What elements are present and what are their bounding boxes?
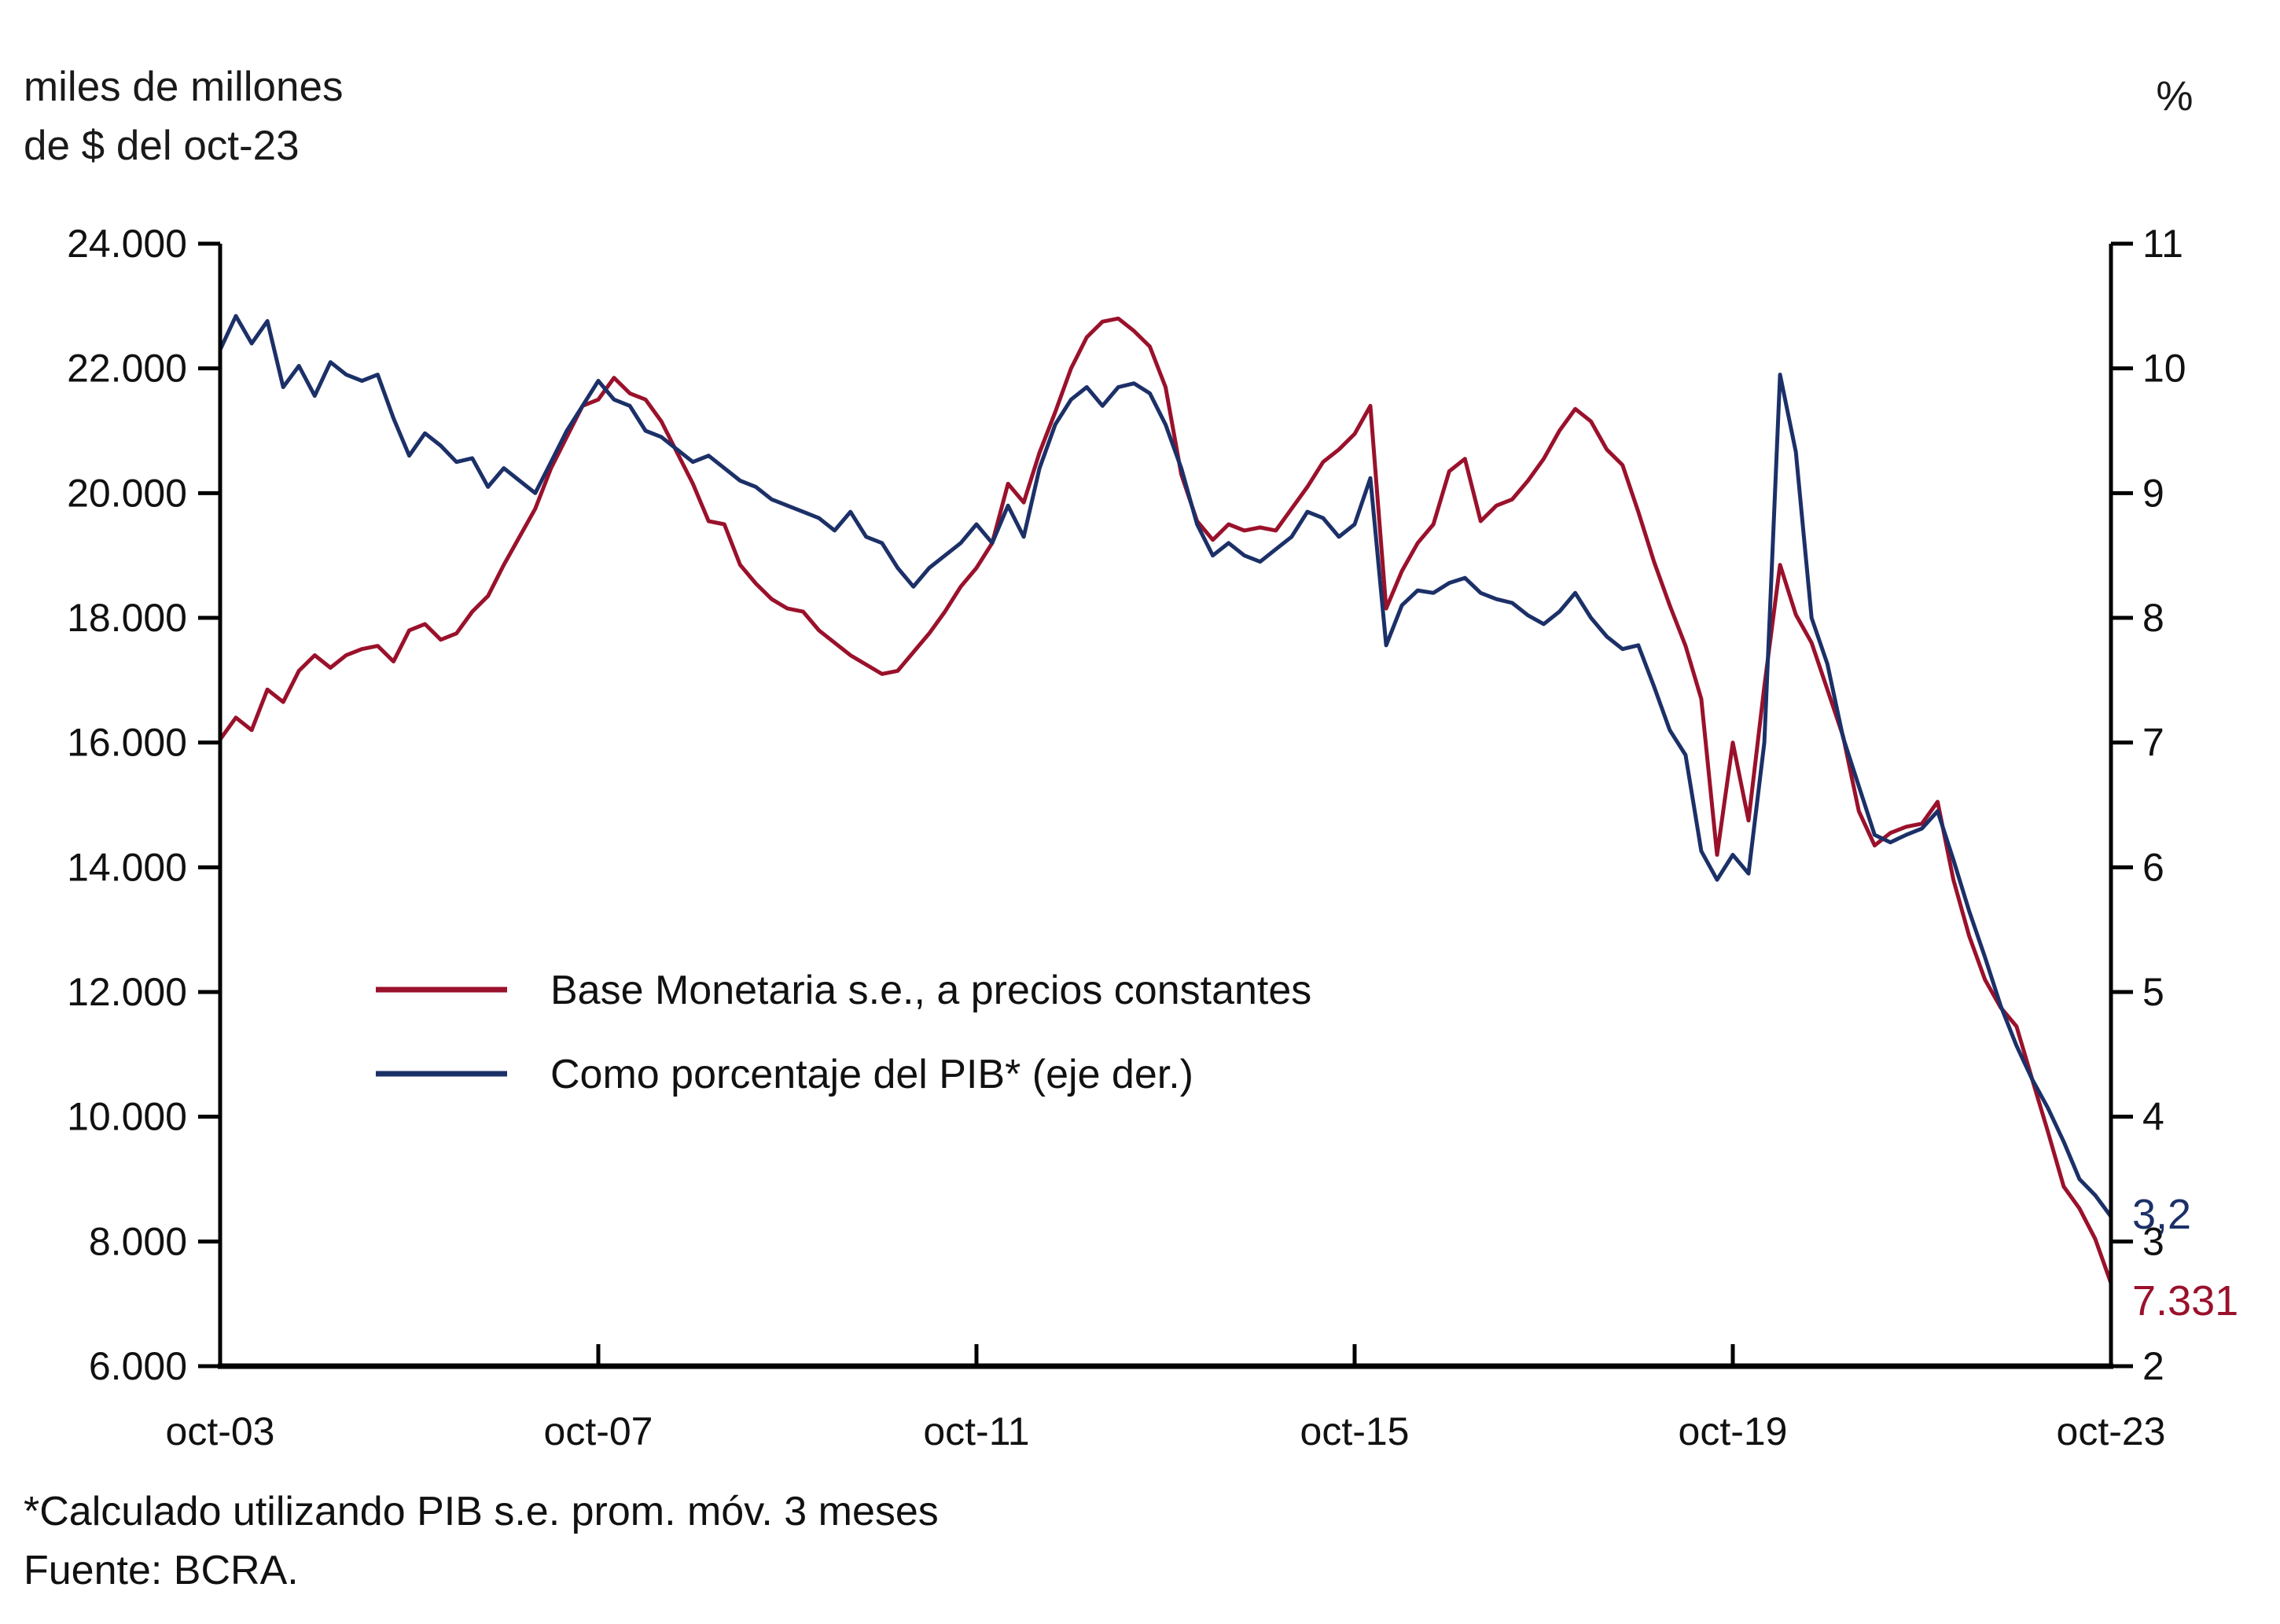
right-axis-tick-label: 2 xyxy=(2142,1344,2164,1388)
end-labels: 3,2 7.331 xyxy=(2132,1191,2238,1325)
right-axis-tick-label: 3 xyxy=(2142,1219,2164,1263)
left-axis-tick-label: 8.000 xyxy=(89,1219,187,1263)
x-axis-tick-label: oct-15 xyxy=(1300,1409,1410,1453)
x-axis-tick-label: oct-03 xyxy=(166,1409,275,1453)
footnote-calculation: *Calculado utilizando PIB s.e. prom. móv… xyxy=(24,1489,939,1534)
axis-lines xyxy=(218,244,2113,1369)
right-axis-tick-label: 11 xyxy=(2142,222,2183,266)
x-axis-tick-label: oct-19 xyxy=(1679,1409,1788,1453)
series-line-porcentaje-pib xyxy=(218,314,2113,1219)
left-axis-tick-label: 10.000 xyxy=(67,1095,187,1139)
data-series xyxy=(218,314,2113,1285)
left-axis-tick-label: 14.000 xyxy=(67,845,187,889)
left-axis-title-line2: de $ del oct-23 xyxy=(24,123,300,169)
left-axis-tick-label: 12.000 xyxy=(67,970,187,1014)
end-label-blue-series: 3,2 xyxy=(2132,1191,2191,1238)
left-axis-tick-label: 6.000 xyxy=(89,1344,187,1388)
x-axis-tick-label: oct-07 xyxy=(544,1409,653,1453)
left-axis-tick-label: 24.000 xyxy=(67,222,187,266)
left-axis-tick-label: 18.000 xyxy=(67,596,187,640)
legend-label-porcentaje-pib: Como porcentaje del PIB* (eje der.) xyxy=(550,1052,1193,1097)
right-axis-tick-label: 4 xyxy=(2142,1095,2164,1139)
right-axis-tick-label: 10 xyxy=(2142,347,2186,391)
right-axis-tick-label: 8 xyxy=(2142,596,2164,640)
right-axis-tick-label: 5 xyxy=(2142,970,2164,1014)
x-axis-tick-label: oct-11 xyxy=(923,1409,1029,1453)
right-axis-title: % xyxy=(2156,73,2193,119)
left-axis-tick-label: 22.000 xyxy=(67,347,187,391)
footnotes: *Calculado utilizando PIB s.e. prom. móv… xyxy=(24,1489,939,1593)
end-label-red-series: 7.331 xyxy=(2132,1277,2238,1325)
left-axis-tick-label: 16.000 xyxy=(67,721,187,765)
left-axis-title-line1: miles de millones xyxy=(24,64,343,110)
legend-label-base-monetaria: Base Monetaria s.e., a precios constante… xyxy=(550,968,1311,1013)
footnote-source: Fuente: BCRA. xyxy=(24,1548,299,1593)
left-axis-tick-label: 20.000 xyxy=(67,471,187,515)
right-axis-tick-label: 7 xyxy=(2142,721,2164,765)
axis-ticks: 24.000 22.000 20.000 18.000 16.000 14.000 12.0… xyxy=(67,222,2186,1453)
right-axis-tick-label: 9 xyxy=(2142,471,2164,515)
series-line-base-monetaria xyxy=(218,316,2113,1285)
legend: Base Monetaria s.e., a precios constante… xyxy=(376,968,1311,1097)
x-axis-tick-label: oct-23 xyxy=(2057,1409,2166,1453)
right-axis-tick-label: 6 xyxy=(2142,845,2164,889)
